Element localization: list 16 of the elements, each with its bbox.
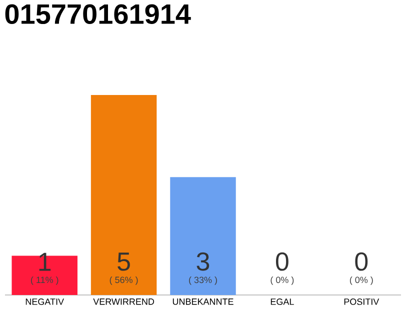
annotation: 0 bbox=[276, 252, 288, 271]
data-label: ( 56% ) bbox=[110, 276, 138, 285]
x-tick-label: POSITIV bbox=[344, 298, 380, 305]
x-tick-label: NEGATIV bbox=[26, 298, 64, 305]
x-tick-label: VERWIRREND bbox=[93, 298, 154, 305]
annotation: 0 bbox=[355, 252, 368, 271]
annotation: 1 bbox=[39, 252, 51, 271]
data-label: ( 11% ) bbox=[31, 276, 58, 285]
annotation: 3 bbox=[196, 252, 210, 271]
data-label: ( 0% ) bbox=[350, 276, 373, 285]
chart-title: 015770161914 bbox=[5, 4, 191, 24]
data-label: ( 0% ) bbox=[270, 276, 294, 285]
annotation: 5 bbox=[118, 252, 130, 271]
x-tick-label: EGAL bbox=[270, 298, 294, 305]
data-label: ( 33% ) bbox=[189, 276, 217, 285]
x-tick-label: UNBEKANNTE bbox=[172, 298, 234, 305]
